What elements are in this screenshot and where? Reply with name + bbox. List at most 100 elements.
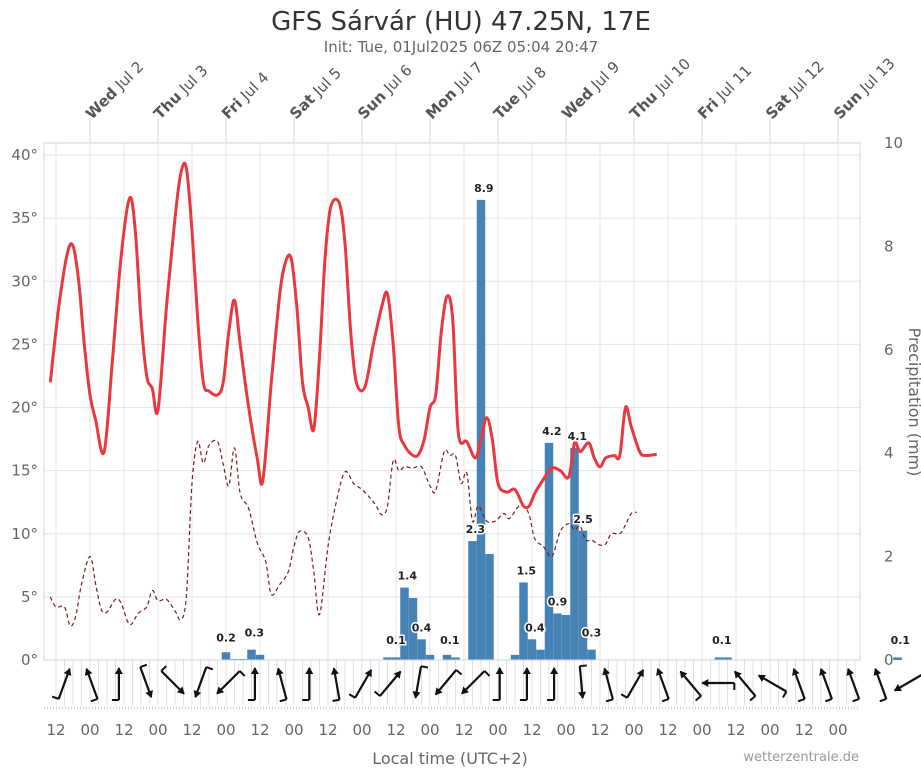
precip-bar — [519, 582, 528, 660]
wind-barbs — [44, 659, 921, 710]
y-tick-label-right: 6 — [884, 341, 894, 359]
precip-bar — [451, 657, 460, 660]
x-tick-label: 12 — [522, 721, 541, 739]
wind-barb-feather — [695, 695, 702, 702]
wind-barb-arrowhead — [250, 667, 259, 674]
precip-bar — [408, 597, 418, 660]
precipitation-bars — [221, 199, 902, 660]
wind-barb-feather — [239, 670, 246, 677]
day-label-date: Jul 5 — [306, 64, 345, 103]
wind-barb-arrowhead — [578, 691, 587, 699]
wind-barb — [139, 663, 153, 699]
wind-barb-arrowhead — [495, 667, 504, 674]
wind-barb-feather — [824, 698, 833, 703]
precip-value-label: 2.5 — [573, 513, 593, 526]
wind-barb-feather — [139, 663, 148, 668]
precip-bar — [510, 654, 520, 660]
wind-barb-arrowhead — [636, 669, 644, 678]
day-label: Fri Jul 4 — [218, 68, 272, 122]
precip-bar — [527, 639, 537, 660]
x-tick-label: 00 — [828, 721, 847, 739]
wind-barb — [602, 667, 614, 703]
wind-barb — [846, 667, 861, 703]
precip-bar — [587, 649, 596, 660]
wind-barb — [434, 669, 463, 696]
wind-barb-arrowhead — [63, 667, 72, 676]
precip-bar — [400, 587, 409, 660]
dewpoint-line — [49, 439, 637, 627]
wind-barb — [757, 674, 788, 699]
wind-barb-arrowhead — [305, 667, 314, 674]
precip-value-label: 0.4 — [412, 621, 432, 634]
wind-barb-arrowhead — [412, 691, 421, 699]
wind-barb — [734, 670, 757, 702]
wind-barb — [84, 667, 99, 703]
precip-value-label: 1.5 — [517, 564, 537, 577]
precip-bar — [238, 658, 248, 660]
day-label-date: Jul 8 — [511, 63, 550, 102]
wind-barb — [51, 667, 72, 700]
precip-bar — [425, 654, 435, 660]
wind-barb — [111, 667, 123, 701]
wind-barb — [519, 667, 531, 701]
y-tick-label-left: 25° — [11, 335, 38, 353]
y-tick-label-left: 10° — [11, 525, 38, 543]
wind-barb-arrowhead — [893, 684, 902, 691]
y-tick-label-right: 10 — [884, 134, 903, 152]
x-tick-label: 00 — [420, 721, 439, 739]
precip-value-label: 4.1 — [568, 430, 588, 443]
day-label-date: Jul 2 — [108, 58, 147, 97]
wind-barb-arrowhead — [364, 669, 372, 678]
wind-barb — [547, 667, 559, 701]
wind-barb-arrowhead — [114, 667, 123, 674]
precip-value-label: 2.3 — [466, 523, 486, 536]
x-tick-label: 12 — [590, 721, 609, 739]
wind-barb-arrowhead — [216, 686, 225, 695]
day-label: Thu Jul 10 — [626, 55, 694, 123]
right-axis-title: Precipitation (mm) — [905, 328, 921, 477]
day-label: Mon Jul 7 — [422, 58, 486, 122]
y-tick-label-right: 4 — [884, 444, 894, 462]
left-temperature-axis: 0° 5° 10° 15° 20° 25° 30° 35° 40° — [11, 146, 38, 669]
day-label: Sat Jul 5 — [286, 64, 345, 123]
x-tick-label: 00 — [488, 721, 507, 739]
wind-barb-arrowhead — [819, 667, 827, 676]
precip-value-label: 0.9 — [548, 595, 568, 608]
y-tick-label-left: 5° — [21, 588, 38, 606]
x-tick-label: 00 — [284, 721, 303, 739]
x-tick-label: 12 — [454, 721, 473, 739]
precip-bar — [578, 530, 588, 660]
day-label: Sun Jul 13 — [830, 54, 899, 123]
x-tick-label: 00 — [352, 721, 371, 739]
wind-barb — [373, 670, 402, 697]
precip-bar — [536, 649, 545, 660]
wind-barb-arrowhead — [435, 687, 443, 696]
y-tick-label-left: 40° — [11, 146, 38, 164]
wind-barb-feather — [797, 698, 806, 703]
precip-value-label: 8.9 — [474, 182, 494, 195]
wind-barb-arrowhead — [734, 670, 742, 679]
wind-barb-arrowhead — [656, 667, 664, 676]
wind-barb — [893, 673, 921, 692]
precip-bar — [723, 657, 732, 660]
x-tick-label: 12 — [726, 721, 745, 739]
day-label-date: Jul 10 — [648, 55, 694, 101]
wind-barb — [656, 667, 670, 703]
precip-value-label: 0.1 — [440, 634, 460, 647]
wind-barb-arrowhead — [522, 667, 531, 674]
wind-barb-arrowhead — [393, 670, 402, 679]
wind-barb-feather — [579, 664, 587, 668]
precip-value-label: 0.1 — [386, 634, 406, 647]
wind-barb — [216, 670, 246, 695]
grid — [43, 142, 861, 661]
wind-barb-feather — [51, 695, 60, 700]
day-label-date: Jul 11 — [710, 62, 756, 108]
x-tick-label: 12 — [114, 721, 133, 739]
wind-barb — [492, 667, 504, 701]
day-label-date: Jul 6 — [377, 61, 416, 100]
wind-barb-arrowhead — [602, 667, 611, 676]
wind-barb-arrowhead — [757, 675, 766, 682]
precip-bar — [255, 654, 265, 660]
wind-barb — [461, 670, 491, 695]
